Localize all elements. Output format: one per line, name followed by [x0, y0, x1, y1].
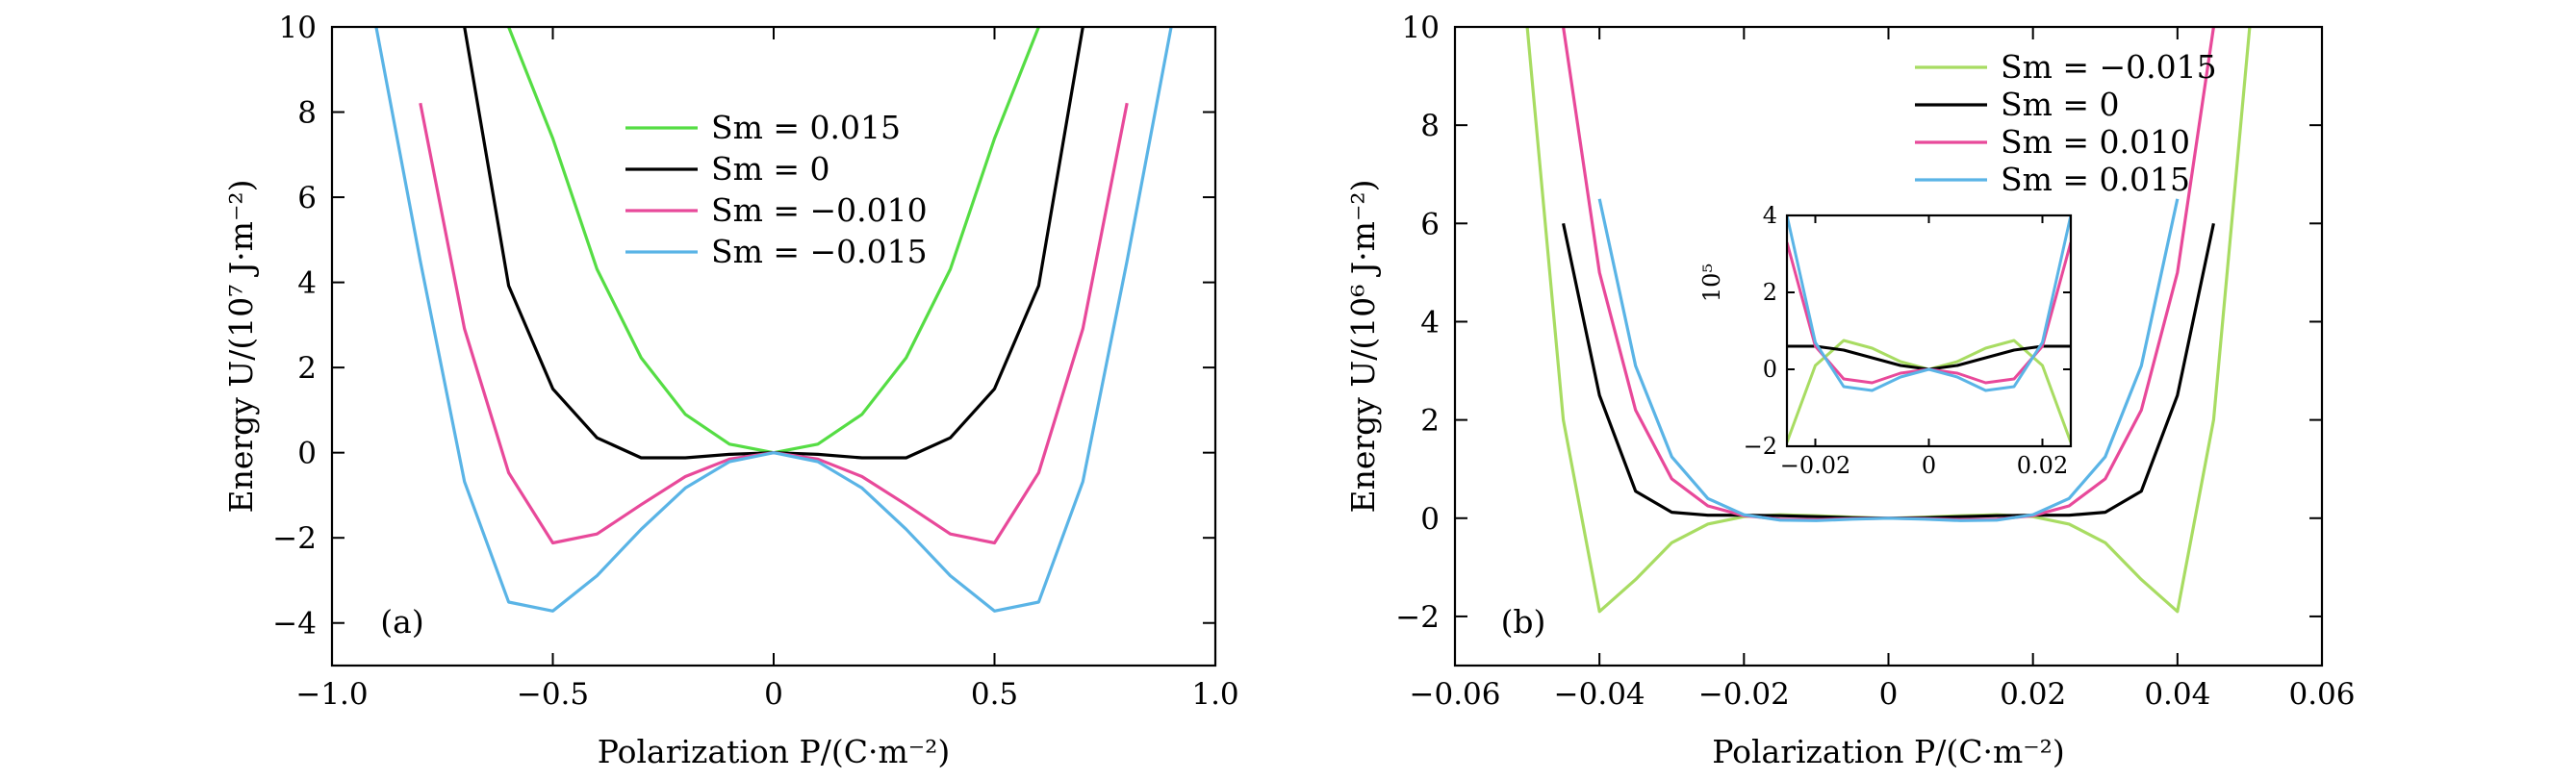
- x-tick-label: 0.06: [2288, 677, 2355, 712]
- series-line-3: [374, 27, 1173, 613]
- inset-series-line-3: [1787, 215, 2071, 392]
- legend-entry-2: Sm = 0.010: [2001, 123, 2190, 161]
- y-axis-label: Energy U/(10⁶ J·m⁻²): [1344, 180, 1382, 514]
- inset-background: [1787, 215, 2071, 446]
- y-tick-label: −2: [272, 521, 317, 556]
- y-tick-label: 10: [279, 11, 317, 45]
- x-axis-label: Polarization P/(C·m⁻²): [598, 733, 951, 770]
- inset-y-tick-label: 0: [1763, 356, 1777, 383]
- y-tick-label: 4: [1420, 305, 1440, 340]
- series-group: [374, 27, 1173, 613]
- x-tick-label: −0.02: [1698, 677, 1790, 712]
- series-line-3: [1597, 198, 2180, 522]
- x-tick-label: 0.5: [971, 677, 1018, 712]
- y-tick-label: 2: [1420, 404, 1440, 439]
- y-tick-label: −2: [1395, 600, 1440, 635]
- x-tick-label: 0: [764, 677, 783, 712]
- inset-y-tick-label: −2: [1744, 433, 1777, 460]
- y-tick-label: 0: [1420, 502, 1440, 537]
- inset-x-tick-label: 0: [1922, 452, 1936, 479]
- y-tick-label: 0: [297, 437, 317, 471]
- y-tick-label: 4: [297, 266, 317, 301]
- inset-chart: −0.02 0 0.02 −2 0 2 4 10⁵: [1698, 202, 2073, 479]
- series-group: [1525, 27, 2252, 614]
- legend-entry-0: Sm = −0.015: [2001, 48, 2217, 86]
- x-tick-label: 1.0: [1191, 677, 1238, 712]
- y-tick-label: 8: [297, 96, 317, 131]
- legend-entry-3: Sm = −0.015: [711, 233, 928, 270]
- x-tick-label: 0: [1879, 677, 1899, 712]
- inset-x-tick-label: 0.02: [2017, 452, 2068, 479]
- x-tick-label: −0.5: [517, 677, 589, 712]
- inset-series-group: [1787, 215, 2071, 443]
- x-tick-label: 0.02: [2000, 677, 2066, 712]
- y-axis-label: Energy U/(10⁷ J·m⁻²): [222, 180, 260, 514]
- panel-label: (b): [1501, 603, 1546, 641]
- x-tick-label: 0.04: [2144, 677, 2210, 712]
- y-tick-label: 6: [297, 181, 317, 215]
- chart-panel-b: −0.06 −0.04 −0.02 0 0.02 0.04 0.06 −2 0 2 4 6 8 10 Pol…: [1344, 11, 2356, 770]
- legend-entry-3: Sm = 0.015: [2001, 161, 2190, 198]
- chart-panel-a: −1.0 −0.5 0 0.5 1.0 −4 −2 0 2 4 6 8 10 Polarization P…: [222, 11, 1239, 770]
- x-tick-label: −0.06: [1410, 677, 1501, 712]
- legend: Sm = 0.015 Sm = 0Sm = −0.010 Sm = −0.015: [625, 109, 928, 270]
- legend-entry-1: Sm = 0: [711, 150, 830, 188]
- x-tick-label: −0.04: [1554, 677, 1645, 712]
- inset-y-axis-label: 10⁵: [1698, 264, 1725, 302]
- y-tick-label: −4: [272, 607, 317, 642]
- inset-y-tick-label: 2: [1763, 279, 1777, 306]
- legend-entry-1: Sm = 0: [2001, 86, 2120, 123]
- inset-y-tick-label: 4: [1763, 202, 1777, 229]
- inset-x-tick-label: −0.02: [1780, 452, 1851, 479]
- legend-entry-2: Sm = −0.010: [711, 191, 928, 229]
- x-tick-label: −1.0: [295, 677, 368, 712]
- y-tick-label: 10: [1402, 11, 1440, 45]
- y-tick-label: 6: [1420, 207, 1440, 241]
- panel-label: (a): [380, 603, 423, 641]
- y-tick-label: 8: [1420, 109, 1440, 143]
- x-axis-label: Polarization P/(C·m⁻²): [1712, 733, 2065, 770]
- legend-entry-0: Sm = 0.015: [711, 109, 901, 146]
- y-tick-label: 2: [297, 351, 317, 386]
